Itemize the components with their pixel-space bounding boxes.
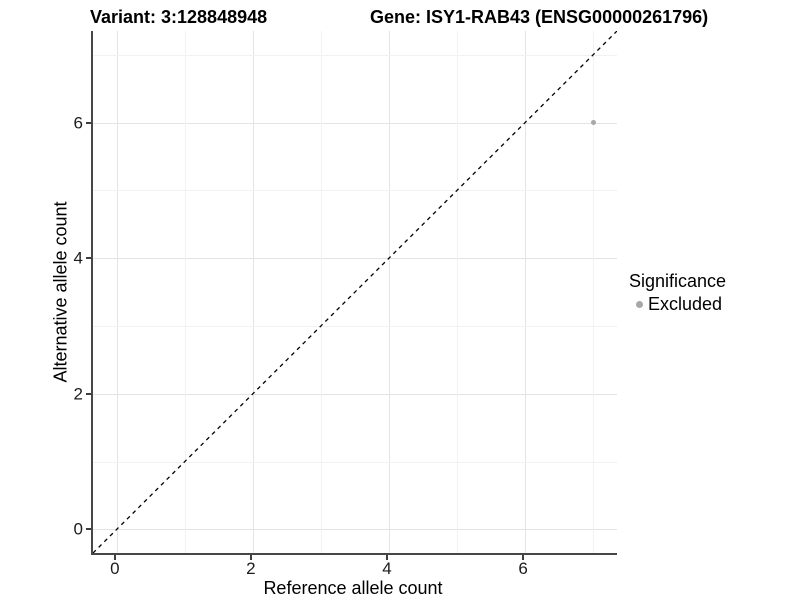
x-tick-mark xyxy=(113,555,116,560)
identity-line xyxy=(93,31,617,553)
x-gridline-major xyxy=(389,31,390,553)
y-gridline-major xyxy=(93,258,617,260)
x-gridline-minor xyxy=(321,31,322,553)
y-axis-title: Alternative allele count xyxy=(50,201,71,383)
y-tick-mark xyxy=(86,121,91,124)
x-tick-label: 4 xyxy=(382,559,392,578)
plot-title-variant: Variant: 3:128848948 xyxy=(90,7,268,27)
x-tick-label: 6 xyxy=(518,559,528,578)
legend-title: Significance xyxy=(629,271,727,291)
x-gridline-minor xyxy=(184,31,186,553)
x-gridline-major xyxy=(252,31,254,553)
y-tick-label: 0 xyxy=(73,519,83,539)
y-tick-label: 2 xyxy=(73,384,83,404)
x-axis-title: Reference allele count xyxy=(263,578,443,598)
x-gridline-major xyxy=(525,31,527,553)
y-gridline-minor xyxy=(93,190,617,192)
legend-item: Excluded xyxy=(629,294,726,315)
data-point xyxy=(590,120,596,125)
plot-panel xyxy=(91,31,617,555)
y-gridline-minor xyxy=(93,325,617,327)
y-gridline-major xyxy=(93,529,617,531)
x-gridline-minor xyxy=(593,31,595,553)
x-tick-label: 0 xyxy=(110,559,120,578)
x-gridline-major xyxy=(116,31,118,553)
x-tick-mark xyxy=(249,555,252,560)
x-tick-mark xyxy=(386,555,388,560)
x-tick-mark xyxy=(522,555,525,560)
plot-title-gene: Gene: ISY1-RAB43 (ENSG00000261796) xyxy=(370,7,709,27)
y-gridline-major xyxy=(93,393,617,395)
y-tick-mark xyxy=(86,392,91,395)
y-gridline-minor xyxy=(93,461,617,463)
legend: Significance Excluded xyxy=(629,271,726,315)
y-tick-label: 6 xyxy=(73,113,83,132)
legend-item-label: Excluded xyxy=(648,294,723,314)
y-tick-mark xyxy=(86,528,91,531)
y-gridline-minor xyxy=(93,54,617,56)
legend-point-icon xyxy=(636,301,643,308)
x-gridline-minor xyxy=(457,31,459,553)
y-tick-mark xyxy=(86,257,91,260)
x-tick-label: 2 xyxy=(246,559,256,578)
y-tick-label: 4 xyxy=(73,248,83,268)
y-gridline-major xyxy=(93,122,617,124)
